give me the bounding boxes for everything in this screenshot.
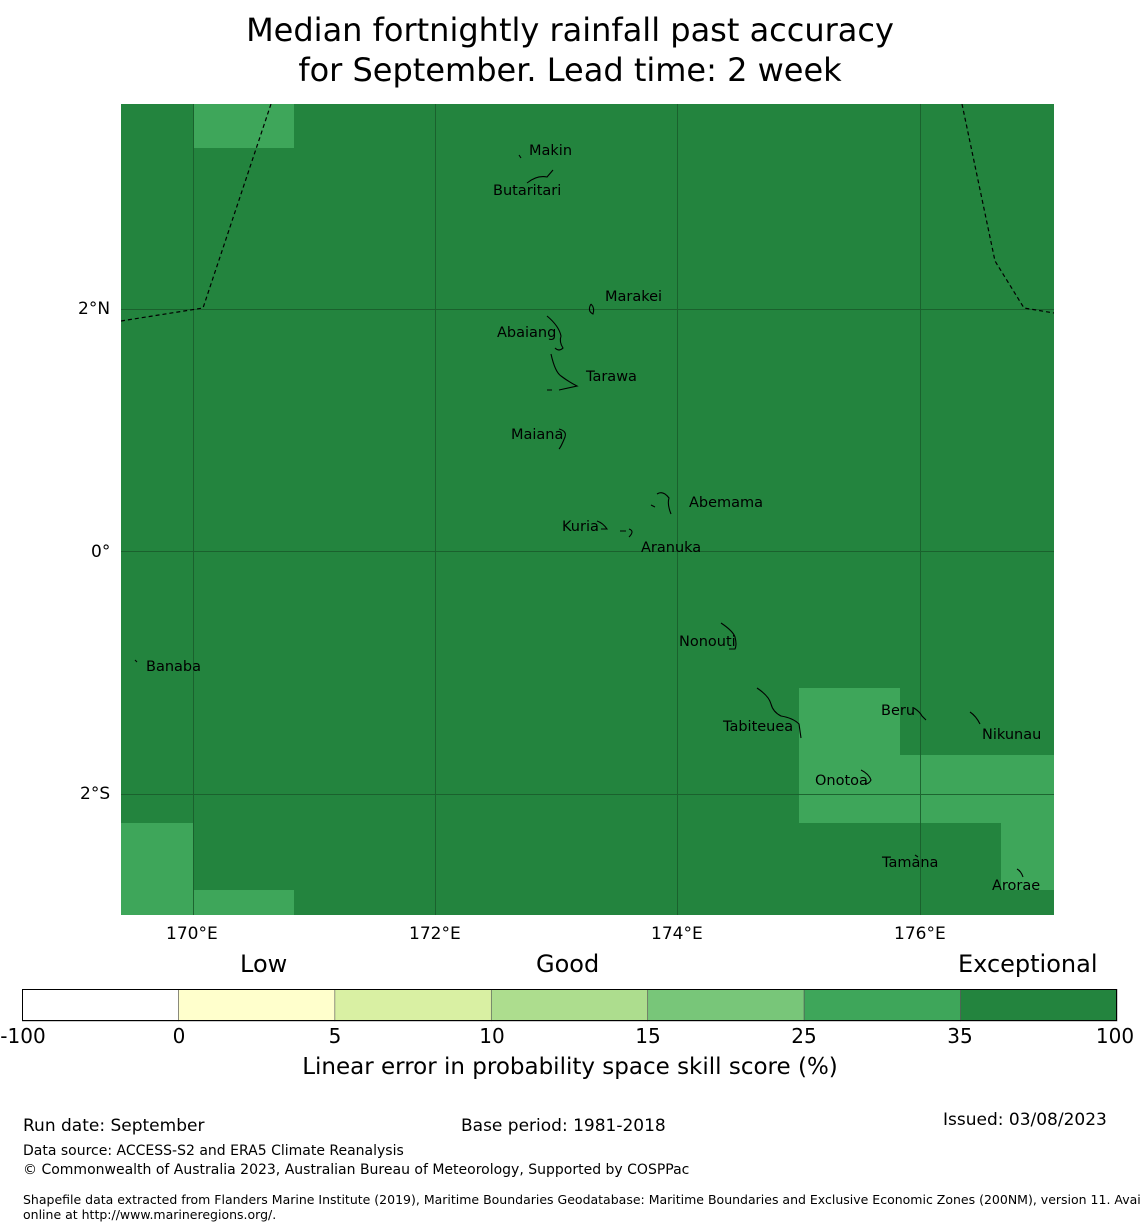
island-shape-nikunau [969,711,981,725]
colorbar-tick: 10 [479,1024,505,1048]
label-tarawa: Tarawa [585,369,637,385]
label-abemama: Abemama [689,495,763,511]
island-shape-tarawa [547,353,579,391]
label-aranuka: Aranuka [641,540,701,556]
colorbar-label: Linear error in probability space skill … [302,1054,838,1080]
title-line-1: Median fortnightly rainfall past accurac… [246,11,894,49]
label-makin: Makin [529,143,572,159]
colorbar-tick: 5 [328,1024,342,1048]
graticule [121,104,1054,915]
island-shape-abaiang [546,315,564,351]
colorbar-swatch [490,989,649,1022]
label-beru: Beru [881,703,915,719]
island-shape-onotoa [860,769,872,785]
colorbar-tick: 15 [635,1024,661,1048]
eez-boundary-west [121,104,272,322]
eez-boundary-east [961,104,1054,314]
copyright: © Commonwealth of Australia 2023, Austra… [23,1162,690,1178]
skill-cell [121,823,193,915]
skill-cell [193,890,294,915]
map-title: Median fortnightly rainfall past accurac… [0,10,1140,90]
lon-tick-174e: 174°E [651,924,703,944]
legend-category-good: Good [536,950,600,978]
skill-cell [1001,823,1054,890]
colorbar-swatch [647,989,805,1022]
island-outlines [134,154,1024,878]
lon-tick-172e: 172°E [409,924,461,944]
label-marakei: Marakei [605,289,662,305]
colorbar-tick: 0 [172,1024,186,1048]
label-maiana: Maiana [511,427,563,443]
island-shape-kuria [596,520,609,530]
lon-tick-176e: 176°E [894,924,946,944]
base-period: Base period: 1981-2018 [461,1116,666,1136]
legend-category-low: Low [240,950,288,978]
skill-map: Makin Butaritari Marakei Abaiang Tarawa … [121,104,1054,915]
skill-cell [799,755,1054,823]
colorbar-tick: -100 [0,1024,46,1048]
issued-date: Issued: 03/08/2023 [943,1110,1107,1130]
shapefile-credit-line-2: online at http://www.marineregions.org/. [23,1207,277,1222]
shapefile-credit-line-1: Shapefile data extracted from Flanders M… [23,1192,1140,1207]
label-onotoa: Onotoa [815,773,868,789]
colorbar-tick: 25 [791,1024,817,1048]
island-shape-abemama [650,492,672,515]
label-tamana: Tamana [881,855,938,871]
label-tabiteuea: Tabiteuea [722,719,793,735]
lat-tick-0: 0° [91,542,111,562]
lat-tick-2n: 2°N [78,299,111,319]
colorbar-swatch [960,989,1118,1022]
island-shape-aranuka [620,528,633,538]
label-nikunau: Nikunau [982,727,1041,743]
colorbar-frame [22,989,1117,1021]
colorbar-tick: 100 [1095,1024,1135,1048]
colorbar [22,989,1118,1022]
island-shape-tabiteuea [756,687,802,739]
island-shape-maiana [558,428,566,450]
island-shape-arorae [1016,868,1024,878]
island-labels: Makin Butaritari Marakei Abaiang Tarawa … [146,143,1041,894]
eez-boundaries [121,104,1054,322]
lat-tick-2s: 2°S [80,784,111,804]
lon-tick-170e: 170°E [166,924,218,944]
data-source: Data source: ACCESS-S2 and ERA5 Climate … [23,1143,404,1159]
label-nonouti: Nonouti [679,634,736,650]
label-kuria: Kuria [562,519,599,535]
run-date: Run date: September [23,1116,205,1136]
skill-cell [194,104,294,148]
legend-category-exceptional: Exceptional [958,950,1098,978]
label-arorae: Arorae [992,878,1040,894]
island-shape-banaba [134,659,138,663]
colorbar-swatch [334,989,492,1022]
label-banaba: Banaba [146,659,201,675]
label-abaiang: Abaiang [497,325,556,341]
island-shape-makin [518,154,522,159]
colorbar-tick: 35 [947,1024,973,1048]
colorbar-swatch [178,989,336,1022]
island-shape-beru [913,707,927,721]
title-line-2: for September. Lead time: 2 week [298,51,842,89]
island-shape-tamana [914,854,919,858]
colorbar-swatch [803,989,961,1022]
colorbar-swatch [22,989,179,1022]
island-shape-marakei [588,303,595,315]
label-butaritari: Butaritari [493,183,561,199]
island-shape-butaritari [526,169,554,184]
island-shape-nonouti [720,622,737,650]
skill-cell [799,688,900,755]
